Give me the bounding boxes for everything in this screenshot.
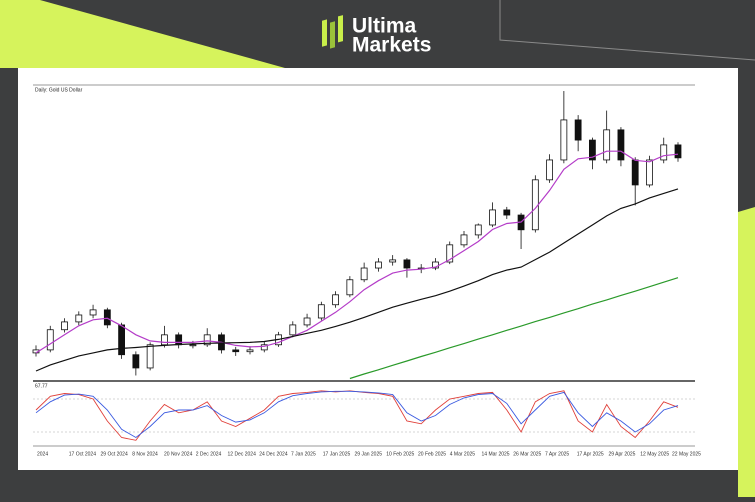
candle-body — [160, 334, 168, 346]
candle-body — [46, 329, 54, 351]
x-tick-label: 26 Mar 2025 — [513, 451, 541, 457]
brand-text: Markets — [352, 34, 431, 57]
x-tick-label: 12 Dec 2024 — [228, 451, 257, 457]
candle-body — [303, 317, 311, 326]
bg-accent — [0, 0, 285, 68]
oscillator-label: 67.77 — [35, 383, 48, 389]
x-tick-label: 7 Jan 2025 — [291, 451, 316, 457]
candle-body — [546, 159, 553, 181]
logo-bar — [338, 15, 343, 43]
x-tick-label: 29 Jan 2025 — [355, 451, 383, 457]
candle-body — [374, 261, 382, 269]
candle-body — [118, 324, 125, 356]
x-tick-label: 14 Mar 2025 — [482, 451, 510, 457]
indicator-line — [349, 277, 679, 380]
candle-body — [460, 234, 468, 246]
candle-body — [660, 144, 668, 161]
x-tick-label: 17 Apr 2025 — [577, 451, 604, 457]
candle-body — [189, 344, 197, 347]
x-tick-label: 4 Mar 2025 — [450, 451, 476, 457]
chart-title: Daily: Gold US Dollar — [35, 87, 83, 93]
x-tick-label: 24 Dec 2024 — [259, 451, 288, 457]
candle-body — [103, 309, 111, 326]
x-tick-label: 20 Feb 2025 — [418, 451, 446, 457]
x-tick-label: 29 Oct 2024 — [101, 451, 128, 457]
candle-body — [61, 321, 68, 331]
candle-body — [589, 139, 596, 161]
x-tick-label: 17 Oct 2024 — [69, 451, 96, 457]
candle-body — [203, 334, 211, 346]
candle-body — [389, 259, 397, 263]
x-tick-label: 7 Apr 2025 — [545, 451, 569, 457]
logo-bar — [322, 19, 327, 47]
candle-body — [75, 314, 83, 323]
x-tick-label: 2024 — [37, 451, 48, 457]
candle-body — [489, 209, 496, 226]
x-tick-label: 10 Feb 2025 — [386, 451, 414, 457]
candle-body — [175, 334, 183, 346]
x-tick-label: 12 May 2025 — [640, 451, 669, 457]
candle-body — [503, 209, 511, 216]
x-tick-label: 8 Nov 2024 — [132, 451, 158, 457]
x-tick-label: 22 May 2025 — [672, 451, 701, 457]
indicator-line — [35, 390, 679, 439]
candle-body — [332, 294, 340, 306]
candle-body — [617, 129, 625, 161]
candle-body — [132, 354, 140, 369]
x-tick-label: 17 Jan 2025 — [323, 451, 351, 457]
candle-body — [560, 119, 568, 161]
candle-body — [360, 267, 368, 281]
x-tick-label: 29 Apr 2025 — [609, 451, 636, 457]
candle-body — [260, 344, 268, 351]
candle-body — [317, 304, 325, 319]
bg-line — [499, 0, 755, 61]
candle-body — [474, 224, 482, 236]
indicator-line — [35, 150, 679, 354]
candle-body — [89, 309, 97, 316]
candle-body — [574, 119, 582, 141]
candle-body — [674, 144, 682, 159]
candle-body — [289, 324, 297, 336]
candle-body — [631, 159, 639, 186]
indicator-line — [35, 188, 679, 372]
logo: Ultima Markets — [322, 15, 431, 57]
candle-body — [232, 349, 240, 353]
candle-body — [403, 259, 411, 269]
bg-accent — [738, 207, 755, 497]
x-tick-label: 2 Dec 2024 — [196, 451, 222, 457]
candle-body — [646, 159, 653, 186]
candle-body — [446, 244, 454, 263]
plot: 2024 17 Oct 2024 29 Oct 2024 8 Nov 2024 20 N… — [32, 91, 701, 457]
x-tick-label: 20 Nov 2024 — [164, 451, 193, 457]
logo-bar — [330, 21, 335, 49]
candle-body — [603, 129, 611, 161]
brand-text: Ultima — [352, 15, 417, 38]
candle-body — [246, 349, 254, 353]
candle-body — [346, 279, 354, 296]
candle-body — [146, 344, 154, 369]
